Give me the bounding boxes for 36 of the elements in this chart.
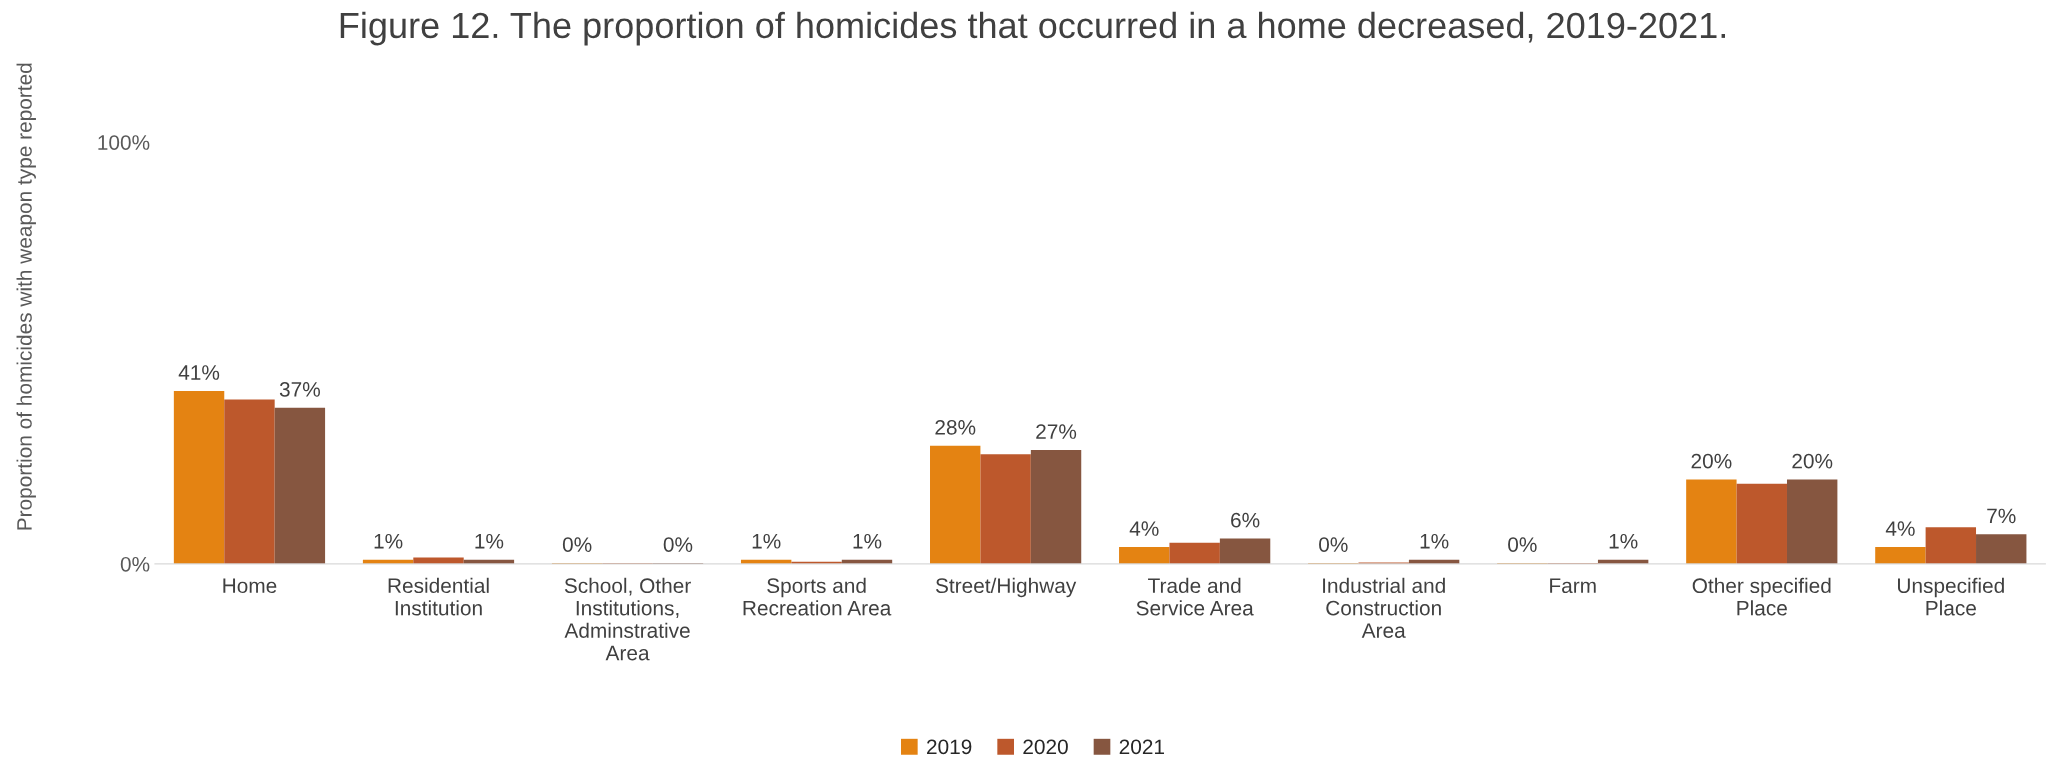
data-label: 20% [1792,453,1833,469]
data-label: 41% [178,365,220,380]
chart-title: Figure 12. The proportion of homicides that occurred in a home decreased, 2019-2021. [340,11,1725,46]
x-tick-label: Industrial and Construction Area [1323,577,1445,638]
data-label: 6% [1231,512,1260,528]
data-label: 1% [1420,533,1449,549]
data-label: 0% [562,537,592,552]
data-label: 0% [663,537,693,552]
data-label: 28% [935,419,976,435]
data-label: 4% [1129,521,1159,536]
x-tick-label: Other specified Place [1692,577,1831,616]
data-label: 27% [1036,424,1077,439]
y-tick-label: 100% [98,135,150,150]
legend-label: 2021 [1119,739,1164,755]
x-tick-label: Farm [1550,578,1596,594]
data-label: 1% [475,533,504,549]
x-tick-label: Residential Institution [388,577,489,616]
data-label: 4% [1885,521,1915,536]
data-label: 1% [1609,533,1638,549]
data-label: 0% [1319,537,1348,552]
x-tick-label: Trade and Service Area [1136,577,1254,616]
x-tick-label: Home [223,578,277,594]
data-label: 20% [1691,453,1732,469]
data-label: 37% [279,382,320,397]
x-tick-label: Street/Highway [935,577,1077,598]
legend-label: 2020 [1023,739,1068,755]
x-tick-label: Sports and Recreation Area [743,577,892,616]
y-axis-title: Proportion of homicides with weapon type reported [16,63,36,530]
x-tick-label: Unspecified Place [1898,577,2004,616]
data-label: 1% [853,533,882,549]
x-tick-label: School, Other Institutions, Adminstrative Area [564,577,691,661]
data-label: 7% [1987,508,2016,524]
data-label: 1% [752,533,781,549]
data-label: 1% [374,533,403,549]
legend-label: 2019 [927,739,972,755]
data-label: 0% [1508,537,1537,552]
